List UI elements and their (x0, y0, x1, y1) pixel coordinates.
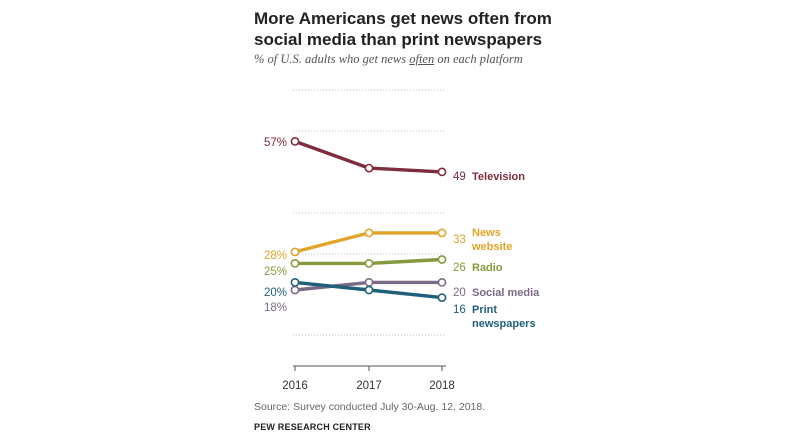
subtitle-emphasis: often (409, 52, 435, 66)
data-labels: 57% 49 Television 28% 33 News website 25% 26 Radi… (264, 137, 540, 330)
subtitle-post: on each platform (434, 52, 523, 66)
x-axis: 2016 2017 2018 (282, 366, 455, 392)
point-print-newspapers-2018 (437, 293, 447, 302)
legend-label-print-newspapers: Print (472, 304, 497, 316)
point-television-2017 (364, 163, 374, 173)
point-radio-2017 (364, 258, 374, 268)
title-line-1: More Americans get news often from (254, 9, 552, 28)
end-label-radio: 26 (453, 262, 466, 274)
point-news-website-2018 (437, 228, 447, 238)
point-social-media-2016 (290, 285, 300, 295)
end-label-news-website: 33 (453, 234, 466, 246)
point-radio-2018 (437, 255, 447, 264)
legend-label-radio: Radio (472, 262, 503, 274)
end-label-print-newspapers: 16 (453, 304, 466, 316)
legend-label-news-website: News (472, 227, 501, 239)
point-news-website-2017 (364, 228, 374, 238)
legend-label-print-newspapers-1: newspapers (472, 318, 536, 330)
start-label-print-newspapers: 20% (264, 287, 287, 299)
legend-label-television: Television (472, 171, 525, 183)
legend-label-social-media: Social media (472, 287, 540, 299)
point-social-media-2017 (364, 277, 374, 287)
x-tick-label-2018: 2018 (429, 380, 455, 392)
point-television-2016 (290, 136, 300, 146)
point-news-website-2016 (290, 247, 300, 257)
point-television-2018 (437, 167, 447, 177)
brand-logo-text: PEW RESEARCH CENTER (254, 422, 371, 432)
gridlines (293, 89, 446, 367)
subtitle-pre: % of U.S. adults who get news (254, 52, 410, 66)
chart-title: More Americans get news often from socia… (254, 8, 584, 50)
point-social-media-2018 (437, 277, 447, 287)
x-tick-label-2017: 2017 (356, 380, 382, 392)
start-label-television: 57% (264, 137, 287, 149)
start-label-news-website: 28% (264, 250, 287, 262)
source-note: Source: Survey conducted July 30-Aug. 12… (254, 401, 486, 413)
end-label-television: 49 (453, 171, 466, 183)
start-label-radio: 25% (264, 266, 287, 278)
chart-subtitle: % of U.S. adults who get news often on e… (254, 52, 584, 67)
point-print-newspapers-2017 (364, 285, 374, 295)
end-label-social-media: 20 (453, 287, 466, 299)
point-print-newspapers-2016 (290, 277, 300, 287)
point-radio-2016 (290, 258, 300, 268)
start-label-social-media: 18% (264, 302, 287, 314)
legend-label-news-website-1: website (471, 241, 512, 253)
data-points (290, 136, 447, 302)
x-tick-label-2016: 2016 (282, 380, 308, 392)
title-line-2: social media than print newspapers (254, 30, 543, 49)
